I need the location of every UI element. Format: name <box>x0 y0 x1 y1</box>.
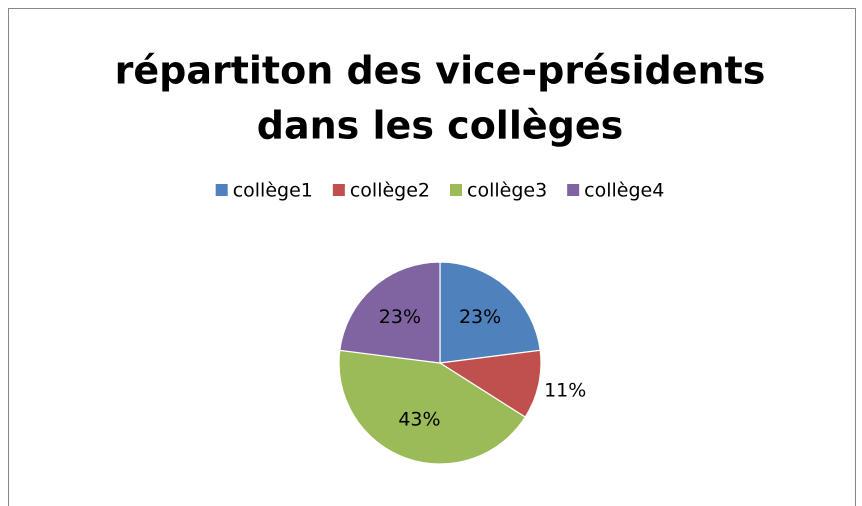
chart-title: dans les collèges <box>257 104 623 148</box>
chart-title: répartiton des vice-présidents <box>115 49 766 93</box>
data-label: 43% <box>398 409 440 431</box>
legend-swatch <box>567 184 580 196</box>
pie-slice <box>439 261 541 364</box>
legend-swatch <box>215 184 228 196</box>
pie-slice <box>338 349 527 465</box>
legend-swatch <box>450 184 462 196</box>
legend-label: collège1 <box>233 180 313 202</box>
legend-label: collège3 <box>467 180 547 202</box>
legend-label: collège2 <box>350 180 430 202</box>
legend-label: collège4 <box>584 180 664 202</box>
pie-slice <box>339 261 441 364</box>
data-label: 23% <box>379 306 421 328</box>
data-label: 11% <box>544 379 586 401</box>
pie-slice <box>438 349 542 418</box>
chart-frame <box>8 8 856 506</box>
data-label: 23% <box>459 306 501 328</box>
legend-swatch <box>332 184 345 196</box>
